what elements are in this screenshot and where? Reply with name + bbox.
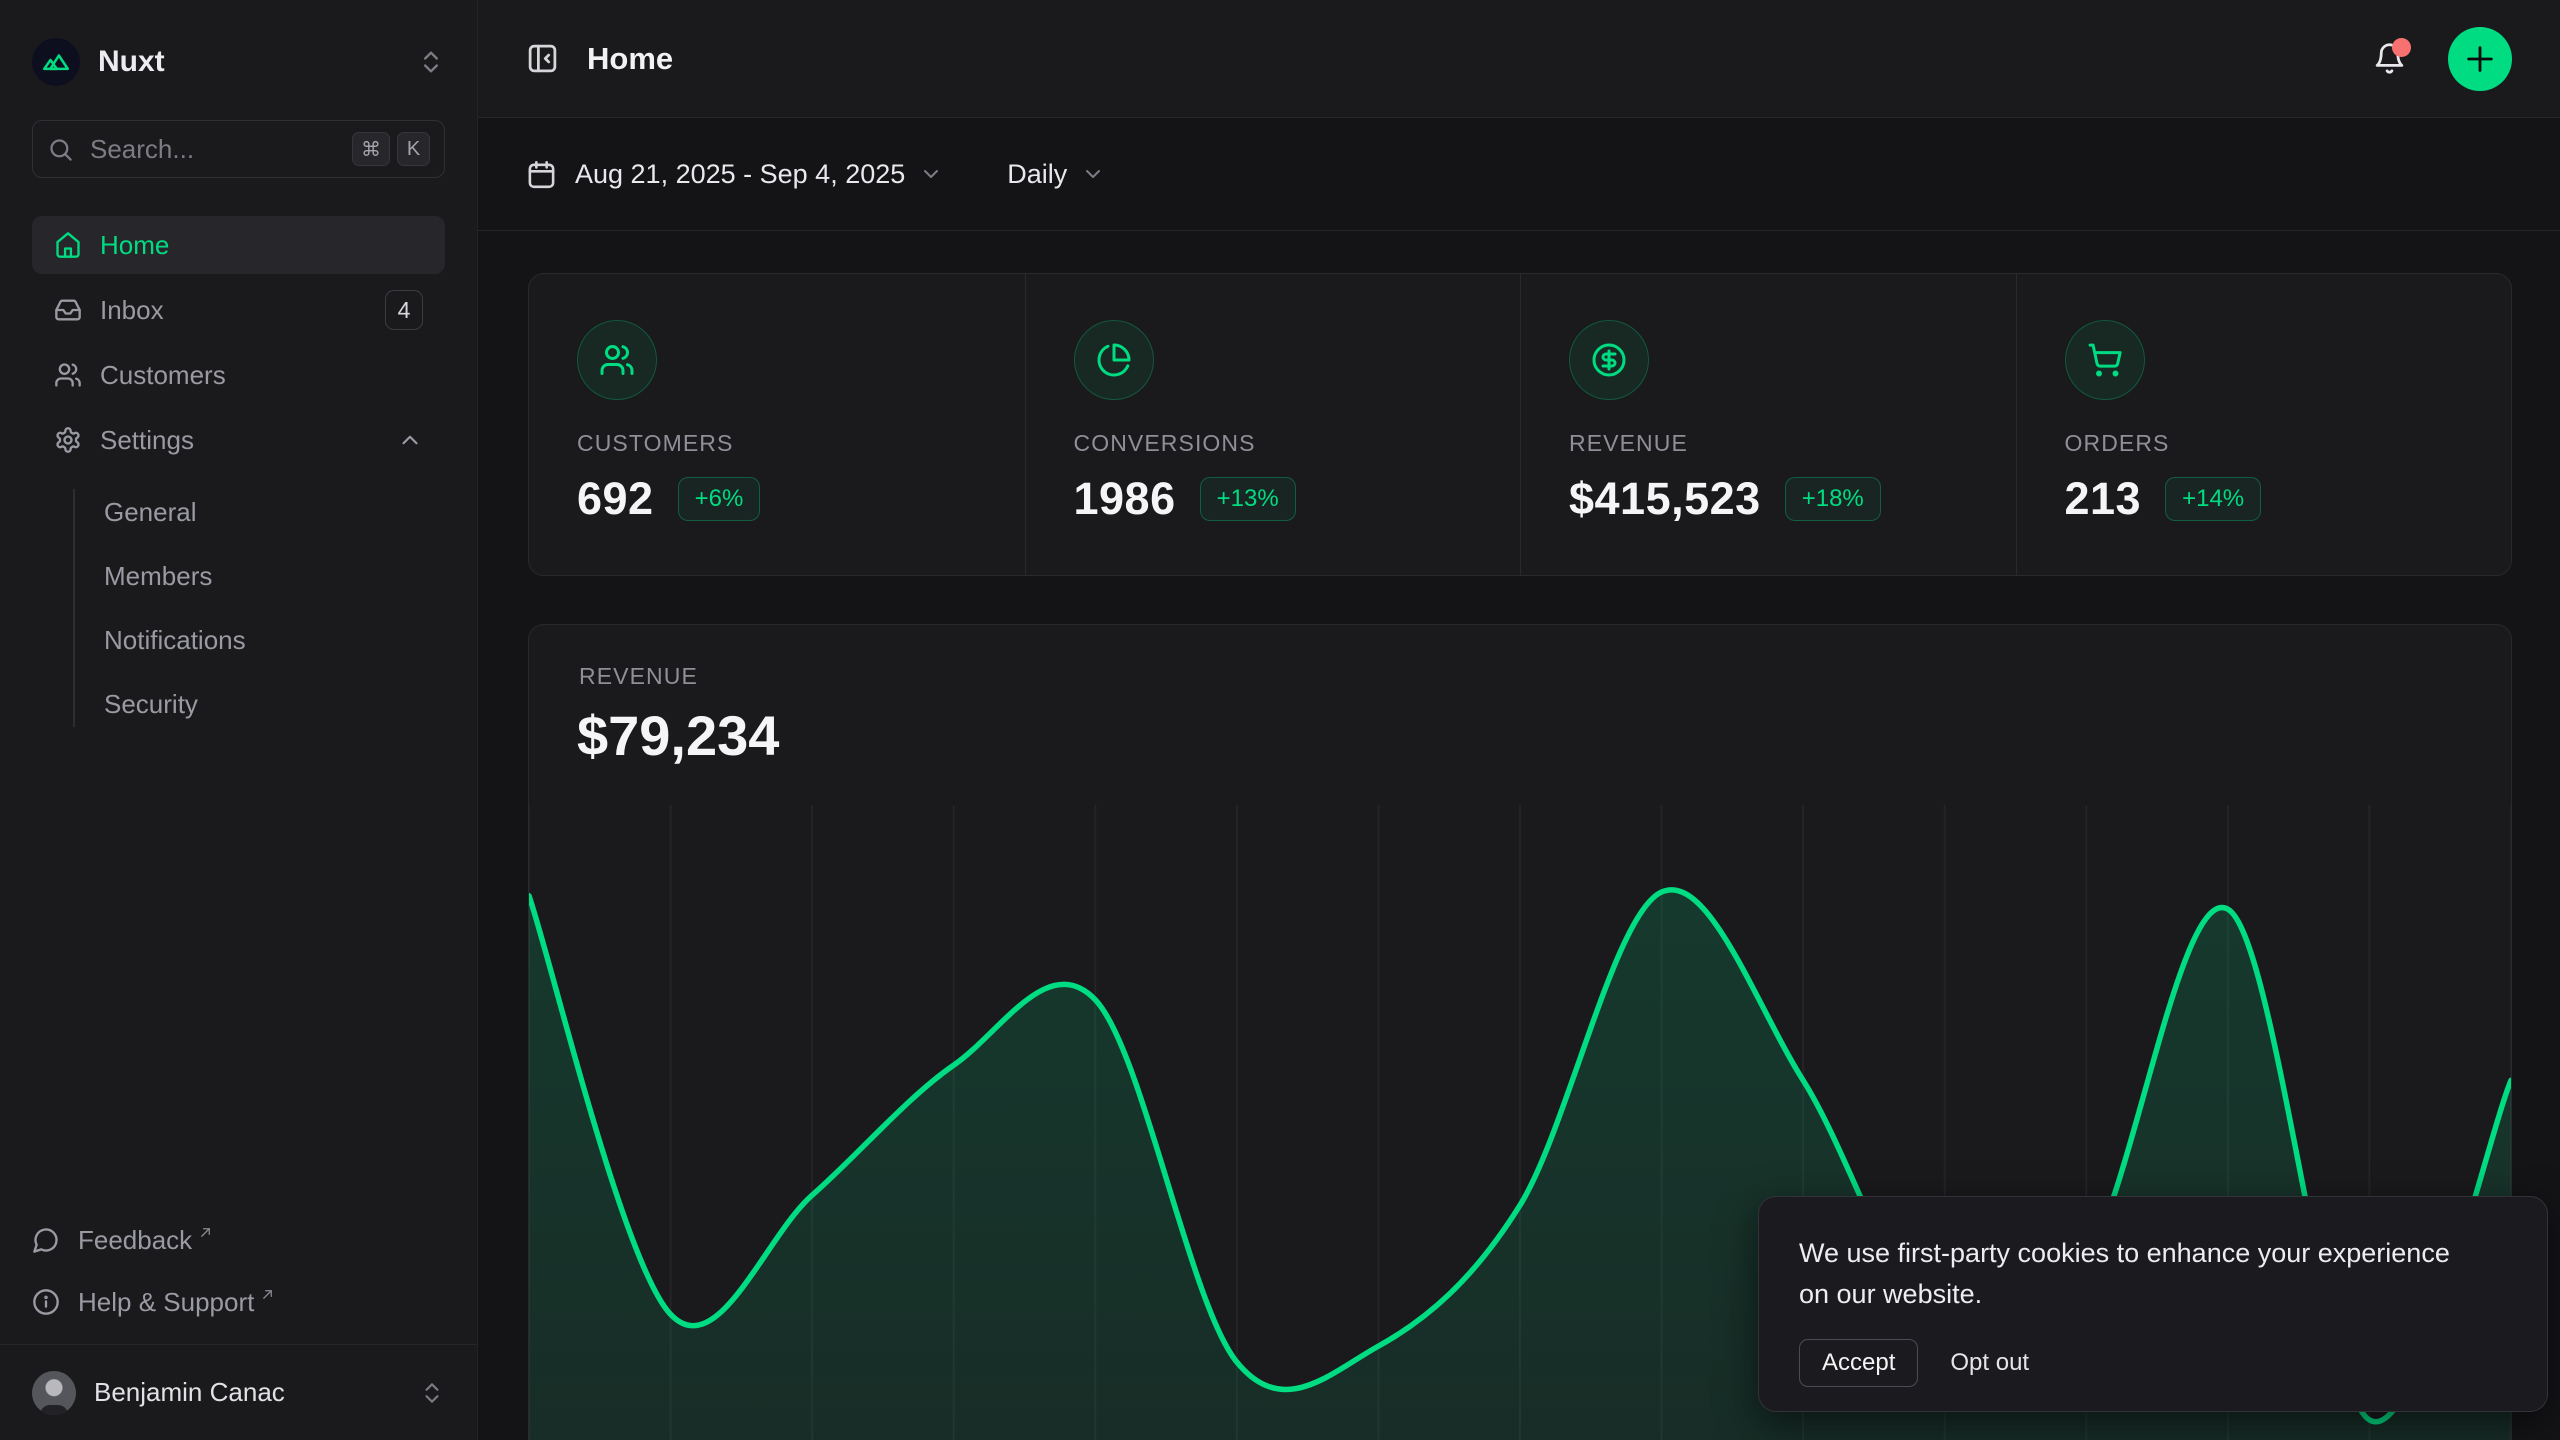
- chevron-up-down-icon: [419, 1380, 445, 1406]
- chevron-down-icon: [919, 162, 943, 186]
- stat-label: CUSTOMERS: [577, 430, 734, 456]
- sidebar-nav: Home Inbox 4 Customers Settings Ge: [32, 216, 445, 733]
- feedback-link[interactable]: Feedback: [32, 1212, 445, 1268]
- workspace-selector[interactable]: Nuxt: [32, 24, 445, 100]
- calendar-icon: [526, 159, 557, 190]
- filter-toolbar: Aug 21, 2025 - Sep 4, 2025 Daily: [478, 118, 2560, 231]
- kbd-cmd: ⌘: [352, 132, 390, 166]
- info-circle-icon: [32, 1288, 60, 1316]
- user-name: Benjamin Canac: [94, 1377, 285, 1407]
- sidebar-item-security[interactable]: Security: [104, 688, 198, 719]
- search-shortcut: ⌘ K: [352, 132, 430, 166]
- notification-dot: [2392, 38, 2411, 57]
- chevron-up-icon: [397, 427, 423, 453]
- stat-card-orders[interactable]: ORDERS 213 +14%: [2015, 274, 2512, 575]
- stat-delta-badge: +14%: [2165, 477, 2262, 521]
- stat-delta-badge: +18%: [1784, 477, 1881, 521]
- stat-label: ORDERS: [2064, 430, 2170, 456]
- add-button[interactable]: [2448, 26, 2512, 91]
- sidebar-item-home[interactable]: Home: [32, 216, 445, 274]
- search-placeholder: Search...: [90, 133, 195, 164]
- help-support-link[interactable]: Help & Support: [32, 1274, 445, 1330]
- main-area: Home Aug 21, 2025 - Sep 4, 2025 Daily: [478, 0, 2560, 1440]
- search-icon: [47, 136, 74, 163]
- revenue-panel-label: REVENUE: [579, 663, 698, 689]
- workspace-name: Nuxt: [98, 45, 165, 78]
- gear-icon: [54, 426, 82, 454]
- sidebar-item-notifications[interactable]: Notifications: [104, 624, 246, 655]
- chevron-down-icon: [1081, 162, 1105, 186]
- stat-label: REVENUE: [1569, 430, 1688, 456]
- sidebar-item-label: Settings: [100, 424, 194, 455]
- search-input[interactable]: Search... ⌘ K: [32, 120, 445, 178]
- stat-delta-badge: +13%: [1199, 477, 1296, 521]
- external-link-icon: [260, 1287, 275, 1302]
- stat-card-customers[interactable]: CUSTOMERS 692 +6%: [529, 274, 1025, 575]
- users-icon: [577, 320, 657, 400]
- inbox-count-badge: 4: [385, 290, 423, 330]
- interval-select[interactable]: Daily: [1007, 159, 1105, 190]
- sidebar-item-members[interactable]: Members: [104, 560, 213, 591]
- message-bubble-icon: [32, 1226, 60, 1254]
- stat-label: CONVERSIONS: [1073, 430, 1256, 456]
- user-menu[interactable]: Benjamin Canac: [0, 1344, 477, 1440]
- cookie-message: We use first-party cookies to enhance yo…: [1799, 1238, 2450, 1309]
- stat-card-revenue[interactable]: REVENUE $415,523 +18%: [1520, 274, 2016, 575]
- date-range-value: Aug 21, 2025 - Sep 4, 2025: [575, 158, 906, 189]
- revenue-chart-svg: [529, 805, 2511, 1440]
- chevron-up-down-icon[interactable]: [417, 48, 445, 76]
- date-range-picker[interactable]: Aug 21, 2025 - Sep 4, 2025: [526, 159, 943, 190]
- sidebar-item-general[interactable]: General: [104, 496, 197, 527]
- cookie-banner: We use first-party cookies to enhance yo…: [1758, 1196, 2548, 1412]
- sidebar-item-label: Customers: [100, 359, 226, 390]
- avatar: [32, 1370, 76, 1415]
- interval-value: Daily: [1007, 158, 1068, 189]
- sidebar-item-settings[interactable]: Settings: [32, 411, 445, 469]
- home-icon: [54, 231, 82, 259]
- stats-cards: CUSTOMERS 692 +6% CONVERSIONS 1986 +13%: [528, 273, 2512, 576]
- optout-cookies-button[interactable]: Opt out: [1932, 1340, 2047, 1386]
- page-header: Home: [478, 0, 2560, 118]
- accept-cookies-button[interactable]: Accept: [1799, 1339, 1919, 1387]
- revenue-area-chart[interactable]: [529, 805, 2511, 1440]
- chart-line: [529, 887, 2511, 1425]
- users-icon: [54, 361, 82, 389]
- sidebar: Nuxt Search... ⌘ K Home Inbox 4: [0, 0, 478, 1440]
- external-link-icon: [198, 1225, 213, 1240]
- sidebar-spacer: [32, 733, 445, 1212]
- sidebar-collapse-icon[interactable]: [526, 42, 559, 75]
- stat-value: 692: [577, 473, 654, 524]
- revenue-panel-value: $79,234: [577, 704, 780, 767]
- sidebar-item-label: Home: [100, 229, 170, 260]
- pie-chart-icon: [1073, 320, 1154, 400]
- stat-delta-badge: +6%: [677, 477, 761, 521]
- sidebar-item-label: Inbox: [100, 294, 164, 325]
- footer-link-label: Help & Support: [78, 1286, 255, 1317]
- kbd-k: K: [397, 132, 430, 166]
- stat-card-conversions[interactable]: CONVERSIONS 1986 +13%: [1024, 274, 1521, 575]
- page-title: Home: [587, 40, 674, 76]
- circle-dollar-icon: [1569, 320, 1649, 400]
- settings-subnav: General Members Notifications Security: [32, 483, 445, 733]
- inbox-icon: [54, 296, 82, 324]
- sidebar-item-inbox[interactable]: Inbox 4: [32, 281, 445, 339]
- stat-value: 1986: [1073, 473, 1176, 524]
- stat-value: $415,523: [1569, 473, 1761, 524]
- sidebar-footer: Feedback Help & Support: [32, 1212, 445, 1344]
- footer-link-label: Feedback: [78, 1224, 193, 1255]
- notifications-button[interactable]: [2373, 38, 2411, 75]
- chart-area-fill: [529, 889, 2511, 1440]
- nuxt-logo-icon: [32, 38, 80, 86]
- shopping-cart-icon: [2064, 320, 2145, 400]
- stat-value: 213: [2064, 473, 2142, 524]
- sidebar-item-customers[interactable]: Customers: [32, 346, 445, 404]
